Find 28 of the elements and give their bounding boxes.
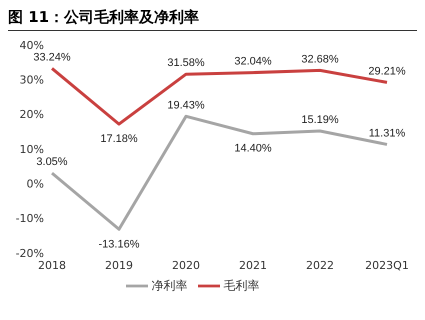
data-label: 29.21% — [368, 65, 406, 78]
data-label: -13.16% — [98, 238, 140, 250]
x-tick-label: 2019 — [105, 258, 133, 272]
x-tick-label: 2022 — [306, 258, 334, 272]
data-label: 31.58% — [167, 57, 205, 70]
data-label: 11.31% — [368, 127, 406, 140]
x-tick-label: 2020 — [172, 258, 200, 272]
data-label: 19.43% — [167, 99, 205, 112]
y-tick-label: 20% — [20, 108, 44, 122]
data-label: 33.24% — [33, 51, 71, 64]
y-tick-label: 30% — [20, 74, 44, 87]
y-tick-label: 0% — [26, 178, 44, 191]
y-tick-label: 10% — [20, 142, 44, 156]
data-label: 14.40% — [234, 142, 272, 155]
x-tick-label: 2021 — [239, 258, 267, 272]
y-tick-label: -10% — [16, 212, 44, 226]
x-tick-label: 2018 — [38, 258, 66, 272]
data-label: 3.05% — [36, 156, 68, 168]
x-tick-label: 2023Q1 — [365, 258, 409, 272]
y-tick-label: -20% — [16, 246, 44, 260]
data-label: 17.18% — [100, 133, 138, 146]
data-label: 32.04% — [234, 56, 272, 68]
data-label: 15.19% — [301, 114, 339, 126]
data-label: 32.68% — [301, 53, 339, 66]
chart-title: 图 11：公司毛利率及净利率 — [8, 8, 417, 31]
y-tick-label: 40% — [20, 38, 44, 52]
legend-label: 毛利率 — [224, 278, 260, 292]
legend-label: 净利率 — [152, 278, 188, 292]
